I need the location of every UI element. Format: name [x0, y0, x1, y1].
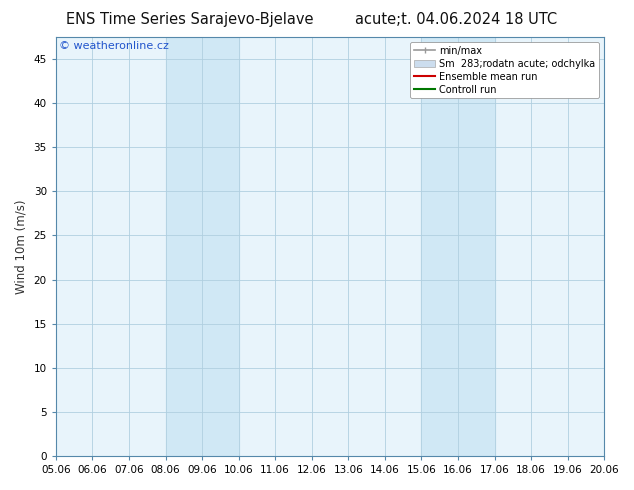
Legend: min/max, Sm  283;rodatn acute; odchylka, Ensemble mean run, Controll run: min/max, Sm 283;rodatn acute; odchylka, …	[410, 42, 599, 98]
Text: acute;t. 04.06.2024 18 UTC: acute;t. 04.06.2024 18 UTC	[356, 12, 557, 27]
Text: © weatheronline.cz: © weatheronline.cz	[58, 41, 169, 51]
Y-axis label: Wind 10m (m/s): Wind 10m (m/s)	[15, 199, 28, 294]
Bar	[422, 37, 495, 456]
Text: ENS Time Series Sarajevo-Bjelave: ENS Time Series Sarajevo-Bjelave	[67, 12, 314, 27]
Bar	[165, 37, 238, 456]
